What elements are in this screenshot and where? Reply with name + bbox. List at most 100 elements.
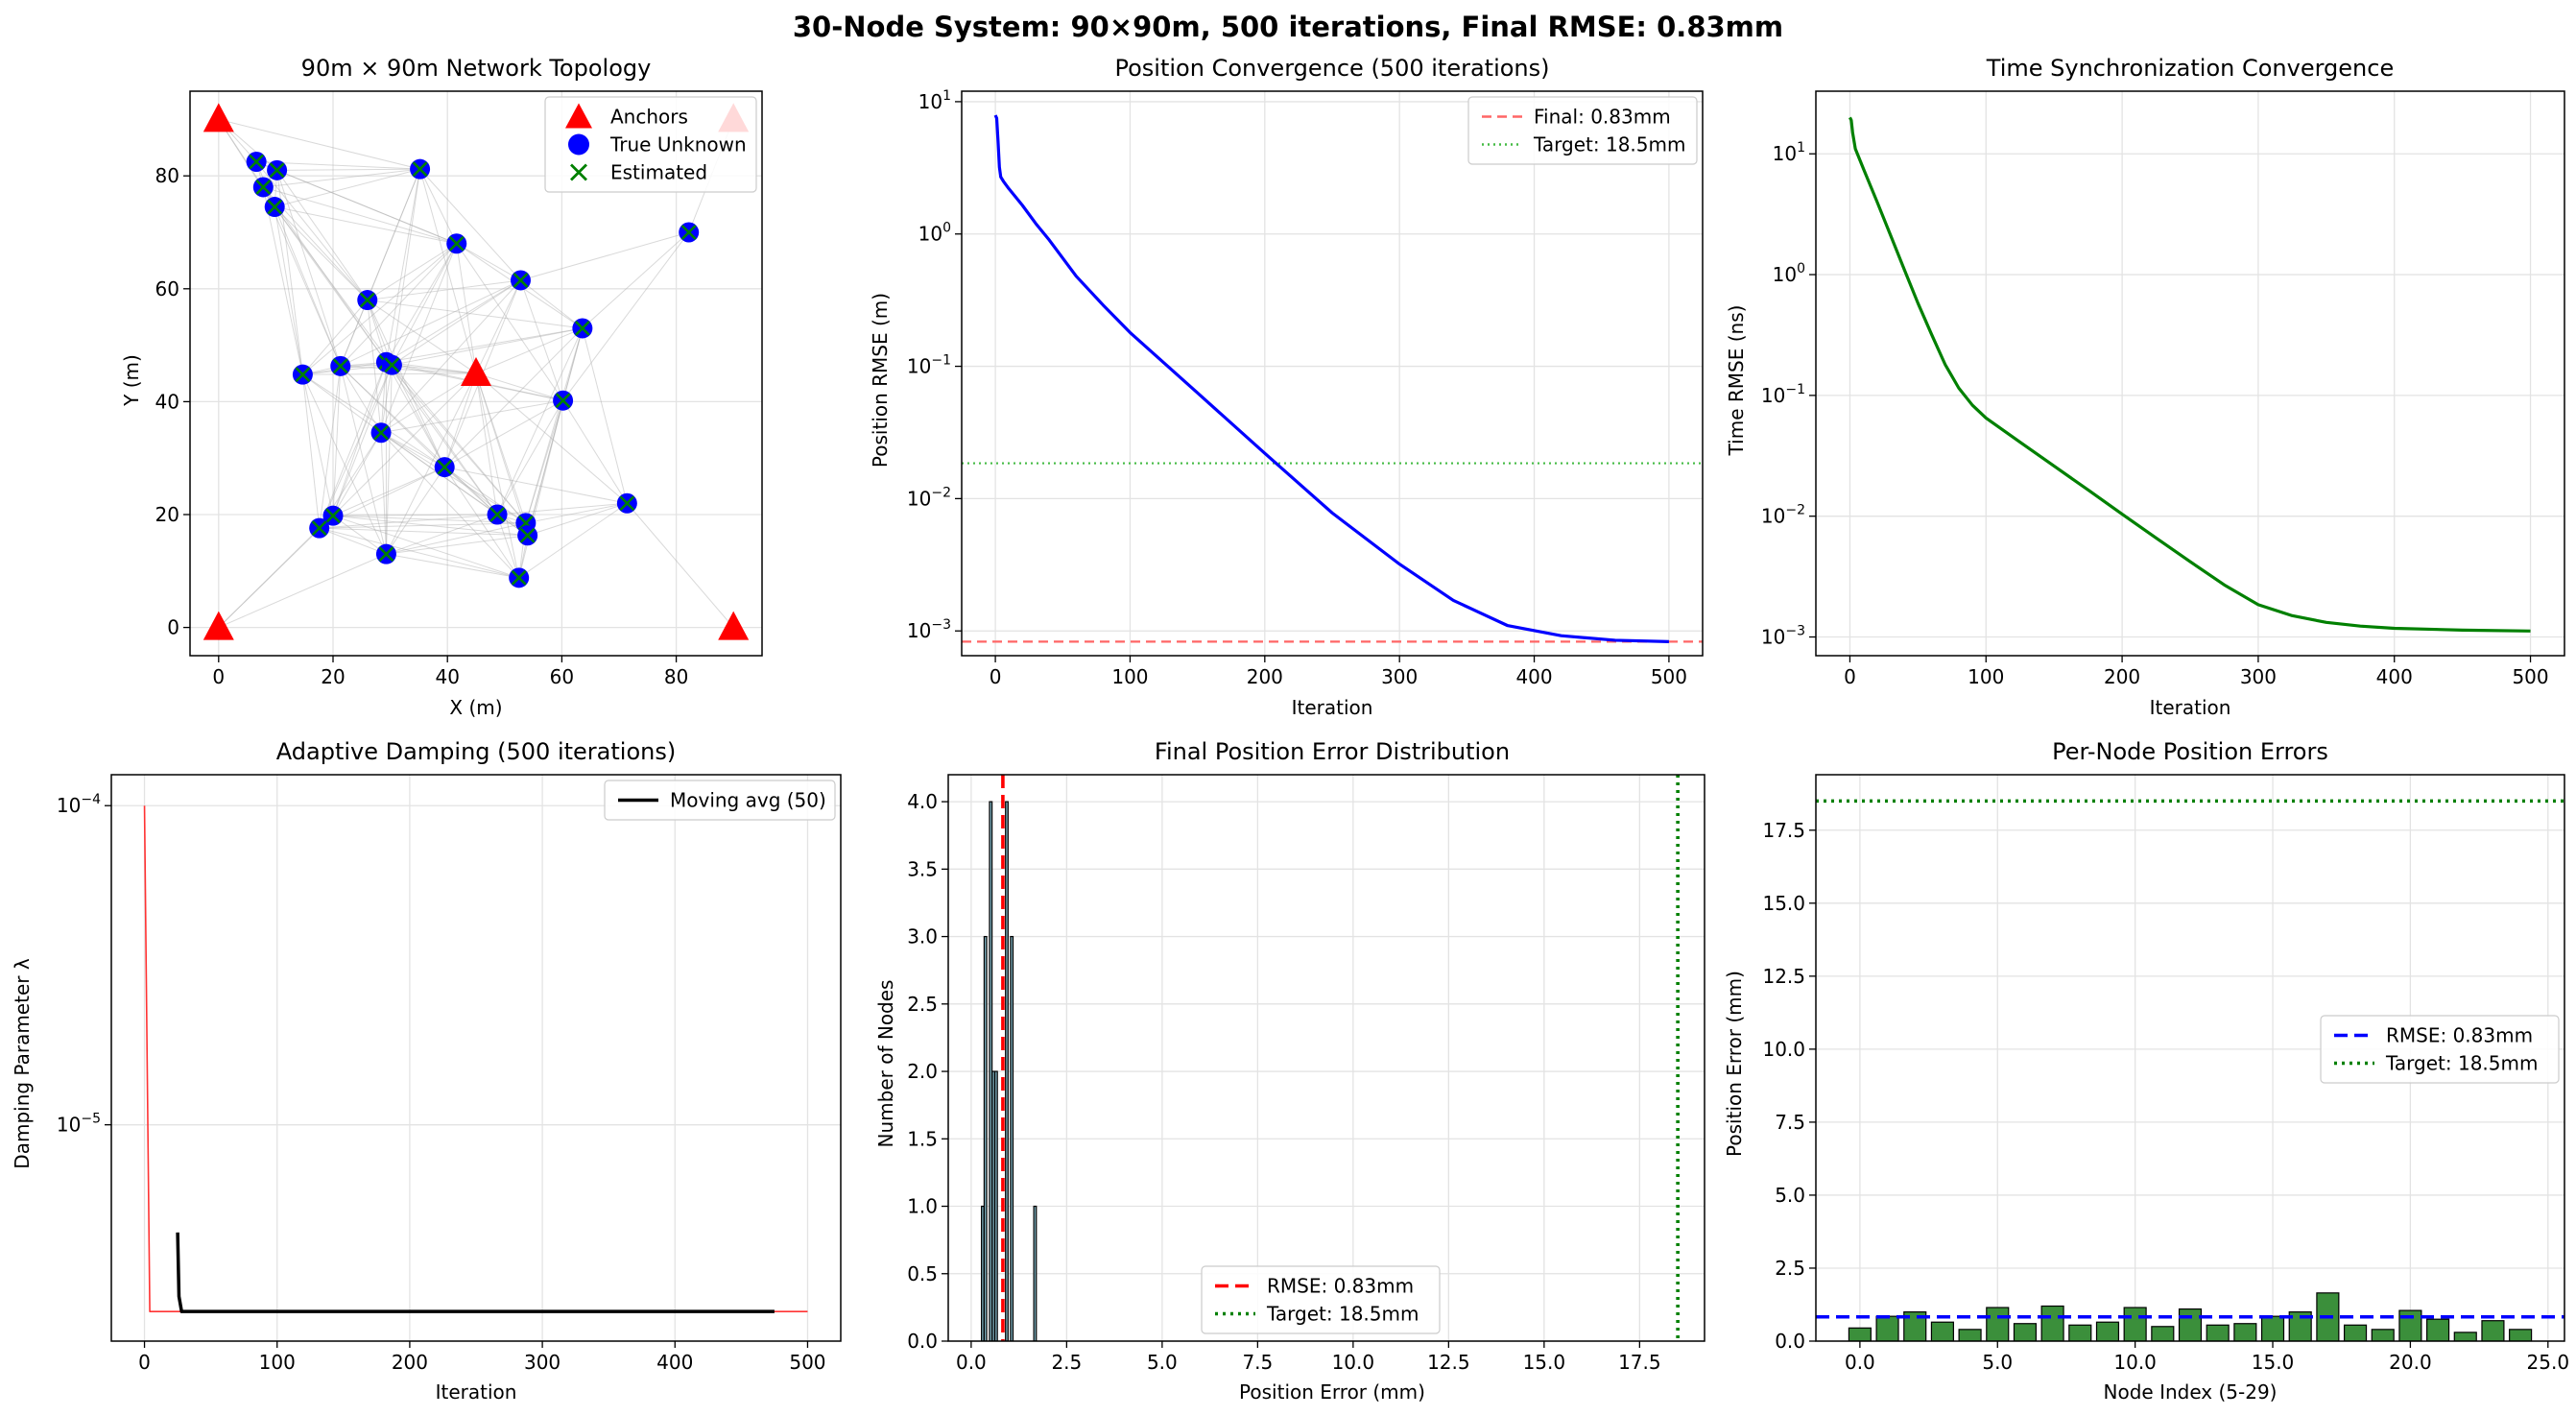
link bbox=[527, 327, 584, 536]
link bbox=[443, 467, 528, 537]
link bbox=[380, 243, 458, 433]
link bbox=[332, 372, 477, 516]
link bbox=[386, 327, 583, 363]
link bbox=[380, 399, 563, 434]
x-tick-label: 200 bbox=[1247, 665, 1283, 688]
damping-title: Adaptive Damping (500 iterations) bbox=[276, 738, 676, 765]
error-distribution-title: Final Position Error Distribution bbox=[1155, 738, 1510, 765]
y-tick-label: 2.0 bbox=[907, 1060, 938, 1083]
x-tick-label: 300 bbox=[2240, 665, 2277, 688]
legend-label: Target: 18.5mm bbox=[1266, 1303, 1419, 1326]
histogram-bar bbox=[993, 1070, 998, 1341]
link bbox=[380, 432, 387, 555]
grid bbox=[962, 91, 1703, 656]
link bbox=[301, 374, 334, 516]
link bbox=[340, 243, 458, 367]
x-tick-label: 25.0 bbox=[2527, 1351, 2570, 1374]
link bbox=[255, 161, 457, 245]
y-tick-label: 10−2 bbox=[907, 485, 951, 510]
link bbox=[456, 243, 477, 374]
link bbox=[392, 327, 583, 366]
legend: RMSE: 0.83mm Target: 18.5mm bbox=[2320, 1015, 2560, 1084]
topology-plot: 0 20 40 60 80 0 20 40 60 80 Anchors True Unknown Est… bbox=[155, 90, 763, 688]
x-tick-label: 0 bbox=[212, 665, 225, 688]
estimated-marker bbox=[574, 321, 590, 336]
link bbox=[386, 467, 445, 555]
histogram-bar bbox=[1005, 801, 1009, 1341]
legend-label: Estimated bbox=[610, 161, 707, 184]
legend-frame bbox=[2320, 1015, 2560, 1084]
link bbox=[218, 527, 321, 628]
y-tick-label: 1.5 bbox=[907, 1127, 938, 1150]
y-tick-label: 100 bbox=[1773, 261, 1805, 286]
node-error-bar bbox=[2343, 1324, 2368, 1341]
histogram-bar bbox=[983, 935, 988, 1341]
legend-frame bbox=[1467, 96, 1698, 165]
series-line bbox=[993, 114, 1669, 643]
legend-frame bbox=[544, 96, 757, 193]
link bbox=[518, 502, 628, 579]
node-error-bar bbox=[2013, 1323, 2038, 1341]
y-tick-label: 101 bbox=[918, 88, 951, 113]
time-sync-ylabel: Time RMSE (ns) bbox=[1725, 305, 1748, 457]
link bbox=[274, 206, 369, 300]
link bbox=[520, 279, 564, 401]
estimated-marker bbox=[519, 527, 536, 543]
node-error-bar bbox=[2426, 1318, 2450, 1341]
topology-title: 90m × 90m Network Topology bbox=[301, 55, 652, 82]
link bbox=[276, 168, 420, 171]
link bbox=[518, 400, 564, 578]
node-error-bar bbox=[2453, 1332, 2477, 1341]
position-convergence-plot: 0 100 200 300 400 500 101 100 10−1 10−2 10−3 Final:… bbox=[907, 88, 1704, 688]
position-convergence-xlabel: Iteration bbox=[1292, 696, 1373, 719]
legend-frame bbox=[1201, 1265, 1441, 1334]
estimated-marker bbox=[513, 273, 529, 288]
link bbox=[340, 365, 498, 516]
link bbox=[340, 366, 382, 434]
node-error-bar bbox=[2481, 1320, 2505, 1341]
link bbox=[274, 206, 387, 363]
link bbox=[525, 327, 584, 523]
x-tick-label: 0 bbox=[990, 665, 1002, 688]
link bbox=[562, 231, 690, 401]
link bbox=[301, 374, 321, 529]
estimated-marker bbox=[332, 358, 348, 374]
link bbox=[385, 372, 477, 555]
link bbox=[527, 502, 628, 537]
link bbox=[274, 206, 342, 367]
legend-label: Final: 0.83mm bbox=[1534, 106, 1671, 129]
x-tick-label: 15.0 bbox=[2252, 1351, 2295, 1374]
y-tick-label: 0.0 bbox=[907, 1330, 938, 1353]
link bbox=[391, 169, 421, 366]
x-tick-label: 10.0 bbox=[2113, 1351, 2157, 1374]
plot-body bbox=[1816, 799, 2564, 1341]
x-tick-label: 400 bbox=[1515, 665, 1552, 688]
node-error-bar bbox=[1958, 1329, 1982, 1341]
x-tick-label: 100 bbox=[1111, 665, 1148, 688]
y-tick-label: 10−2 bbox=[1761, 503, 1805, 528]
link bbox=[475, 372, 498, 516]
x-tick-label: 40 bbox=[435, 665, 459, 688]
node-error-bar bbox=[1903, 1310, 1927, 1341]
y-tick-label: 10−4 bbox=[57, 792, 101, 817]
estimated-marker bbox=[555, 393, 571, 409]
time-sync-title: Time Synchronization Convergence bbox=[1986, 55, 2394, 82]
y-tick-label: 100 bbox=[918, 221, 951, 246]
node-error-bar bbox=[2095, 1321, 2120, 1341]
link bbox=[340, 365, 445, 468]
link bbox=[520, 231, 689, 281]
x-tick-label: 100 bbox=[259, 1351, 296, 1374]
x-tick-label: 500 bbox=[1651, 665, 1687, 688]
legend-x-marker bbox=[570, 163, 587, 181]
link bbox=[419, 168, 521, 281]
node-error-bar bbox=[2178, 1308, 2203, 1341]
y-tick-label: 5.0 bbox=[1775, 1184, 1805, 1207]
estimated-marker bbox=[325, 508, 341, 524]
link bbox=[332, 364, 393, 516]
link bbox=[380, 362, 387, 433]
error-distribution-plot: 0.0 2.5 5.0 7.5 10.0 12.5 15.0 17.5 0.0 0.5 1.0 1.5… bbox=[907, 774, 1705, 1374]
link bbox=[262, 186, 342, 367]
x-tick-label: 0 bbox=[138, 1351, 151, 1374]
link bbox=[319, 366, 342, 529]
estimated-marker bbox=[680, 225, 697, 240]
